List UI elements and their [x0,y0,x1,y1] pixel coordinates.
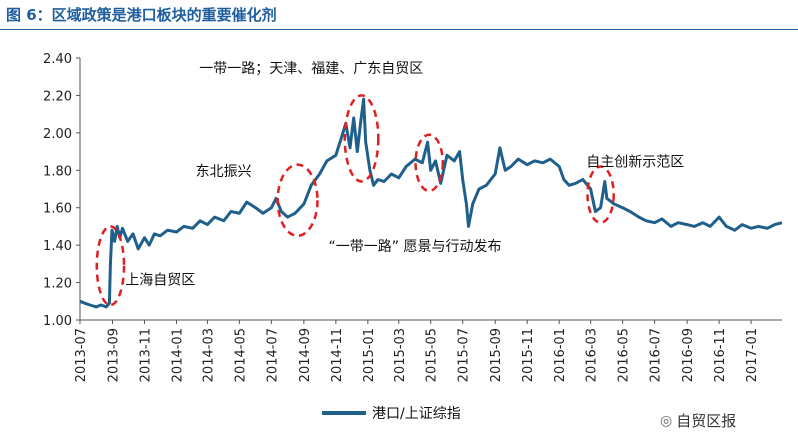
legend: 港口/上证综指 [322,406,461,422]
x-tick-label: 2015-07 [457,328,472,382]
series-layer [79,97,783,309]
x-tick-label: 2015-03 [393,328,408,382]
x-tick-label: 2016-09 [681,328,696,382]
highlight-layer [95,94,615,307]
x-tick-label: 2016-03 [585,328,600,382]
x-tick-label: 2016-11 [713,328,728,382]
x-tick-label: 2014-09 [298,328,313,382]
x-ticks: 2013-07 2013-09 2013-11 2014-01 2014-03 2014-… [74,320,760,382]
annotation-label: 上海自贸区 [125,272,195,288]
y-tick-label: 1.40 [43,239,72,254]
y-tick-label: 2.20 [43,89,72,104]
x-tick-label: 2013-11 [138,328,153,382]
y-tick-label: 1.80 [43,164,72,179]
y-tick-label: 2.40 [43,52,72,67]
annotation-label: “一带一路” 愿景与行动发布 [329,239,502,255]
x-tick-label: 2014-05 [233,328,248,382]
y-tick-label: 1.60 [43,202,72,217]
highlight-ellipse [276,163,319,238]
legend-label: 港口/上证综指 [372,406,461,422]
x-tick-label: 2015-09 [489,328,504,382]
chart-title: 图 6：区域政策是港口板块的重要催化剂 [6,6,277,24]
title-rule [0,29,798,30]
x-tick-label: 2013-09 [107,328,122,382]
annotation-label: 一带一路；天津、福建、广东自贸区 [199,61,423,77]
x-tick-label: 2016-07 [649,328,664,382]
x-tick-label: 2015-01 [362,328,377,382]
highlight-ellipse [95,225,126,307]
wechat-icon: ◎ [660,412,673,429]
highlight-ellipse [343,94,380,183]
watermark-text: 自贸区报 [676,412,737,430]
x-tick-label: 2016-01 [553,328,568,382]
highlight-ellipse [414,133,445,193]
x-tick-label: 2015-11 [521,328,536,382]
series-line [79,97,783,309]
annotation-label: 自主创新示范区 [586,154,684,171]
y-ticks: 1.00 1.20 1.40 1.60 1.80 2.00 2.20 2.40 [43,52,80,329]
watermark: ◎ 自贸区报 [660,410,736,431]
x-tick-label: 2013-07 [74,328,89,382]
x-tick-label: 2015-05 [425,328,440,382]
x-tick-label: 2014-11 [330,328,345,382]
highlight-ellipse [586,165,615,224]
y-tick-label: 1.00 [43,314,72,329]
x-tick-label: 2014-07 [265,328,280,382]
x-tick-label: 2016-05 [617,328,632,382]
annotation-label: 东北振兴 [196,164,252,180]
x-tick-label: 2014-03 [201,328,216,382]
x-tick-label: 2014-01 [170,328,185,382]
y-tick-label: 2.00 [43,127,72,142]
y-tick-label: 1.20 [43,277,72,292]
x-tick-label: 2017-01 [745,328,760,382]
